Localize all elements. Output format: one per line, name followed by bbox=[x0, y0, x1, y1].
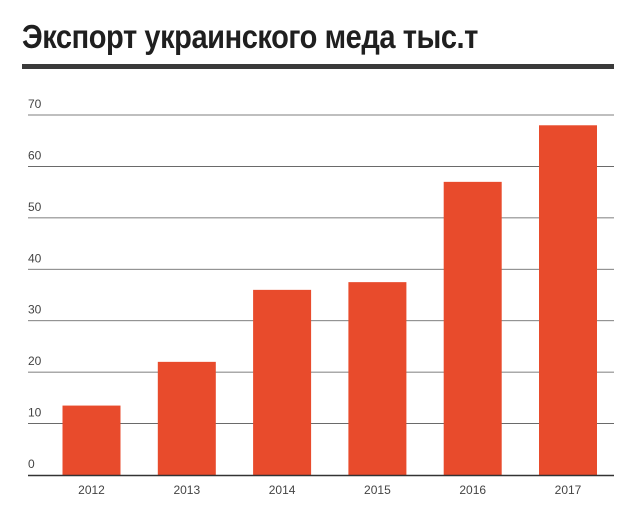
y-tick-label: 30 bbox=[28, 303, 42, 317]
x-tick-label: 2017 bbox=[555, 483, 582, 497]
bar-2015 bbox=[348, 282, 407, 475]
title-rule bbox=[22, 64, 614, 69]
chart-title: Экспорт украинского меда тыс.т bbox=[22, 18, 478, 55]
bar-2012 bbox=[62, 405, 121, 475]
y-tick-label: 0 bbox=[28, 457, 35, 471]
bar-2013 bbox=[157, 361, 216, 475]
x-tick-label: 2016 bbox=[459, 483, 486, 497]
y-tick-label: 70 bbox=[28, 97, 42, 111]
y-tick-label: 40 bbox=[28, 251, 42, 265]
y-tick-label: 20 bbox=[28, 354, 42, 368]
y-tick-label: 10 bbox=[28, 406, 42, 420]
bar-2016 bbox=[443, 181, 502, 475]
x-tick-label: 2012 bbox=[78, 483, 105, 497]
x-tick-label: 2014 bbox=[269, 483, 296, 497]
y-tick-label: 50 bbox=[28, 200, 42, 214]
y-tick-label: 60 bbox=[28, 148, 42, 162]
bar-2017 bbox=[539, 125, 597, 476]
x-tick-label: 2013 bbox=[173, 483, 200, 497]
bar-2014 bbox=[253, 289, 312, 475]
x-tick-label: 2015 bbox=[364, 483, 391, 497]
